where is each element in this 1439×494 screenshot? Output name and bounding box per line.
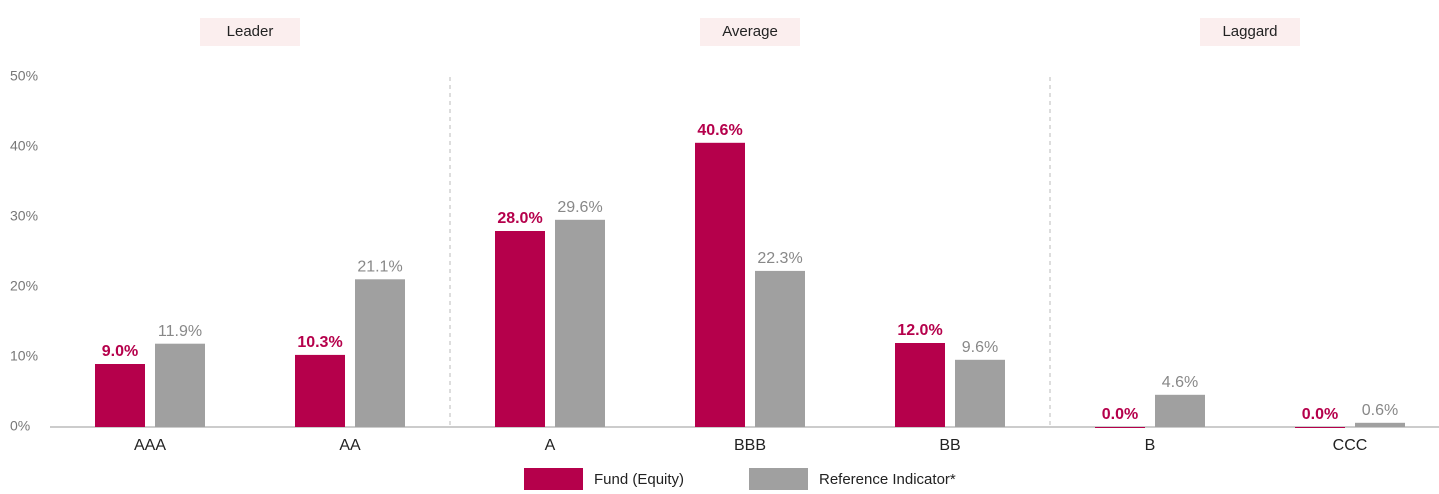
bar [295,354,345,427]
y-tick-label: 30% [10,208,38,224]
bar [1095,427,1145,428]
value-label: 29.6% [557,199,602,216]
bar [1355,422,1405,427]
value-label: 9.0% [102,343,138,360]
value-label: 10.3% [297,334,342,351]
value-label: 9.6% [962,339,998,356]
x-tick-label: BBB [734,437,766,454]
x-tick-label: CCC [1333,437,1368,454]
y-tick-label: 40% [10,138,38,154]
value-label: 4.6% [1162,374,1198,391]
bar [95,364,145,427]
bar [495,231,545,427]
bar [355,279,405,427]
y-tick-label: 50% [10,68,38,84]
y-tick-label: 0% [10,418,30,434]
value-label: 40.6% [697,122,742,139]
legend-label: Fund (Equity) [594,471,684,488]
value-label: 21.1% [357,259,402,276]
bar [1295,427,1345,428]
value-label: 28.0% [497,210,542,227]
group-label: Leader [227,23,274,40]
x-tick-label: A [545,437,556,454]
x-tick-label: AA [339,437,361,454]
bar [895,343,945,427]
x-tick-label: BB [939,437,960,454]
group-box [700,18,800,46]
value-label: 0.0% [1302,406,1338,423]
y-tick-label: 20% [10,278,38,294]
bar [695,142,745,428]
legend-swatch [524,468,583,490]
bar [955,359,1005,427]
group-label: Laggard [1222,23,1277,40]
group-box [200,18,300,46]
bar [1155,394,1205,427]
bar [155,343,205,427]
value-label: 12.0% [897,322,942,339]
group-box [1200,18,1300,46]
legend-swatch [749,468,808,490]
bar [555,219,605,427]
legend-label: Reference Indicator* [819,471,956,488]
value-label: 0.6% [1362,402,1398,419]
value-label: 22.3% [757,250,802,267]
x-tick-label: B [1145,437,1156,454]
value-label: 0.0% [1102,406,1138,423]
y-tick-label: 10% [10,348,38,364]
x-tick-label: AAA [134,437,166,454]
bar [755,270,805,427]
value-label: 11.9% [158,323,202,340]
group-label: Average [722,23,778,40]
